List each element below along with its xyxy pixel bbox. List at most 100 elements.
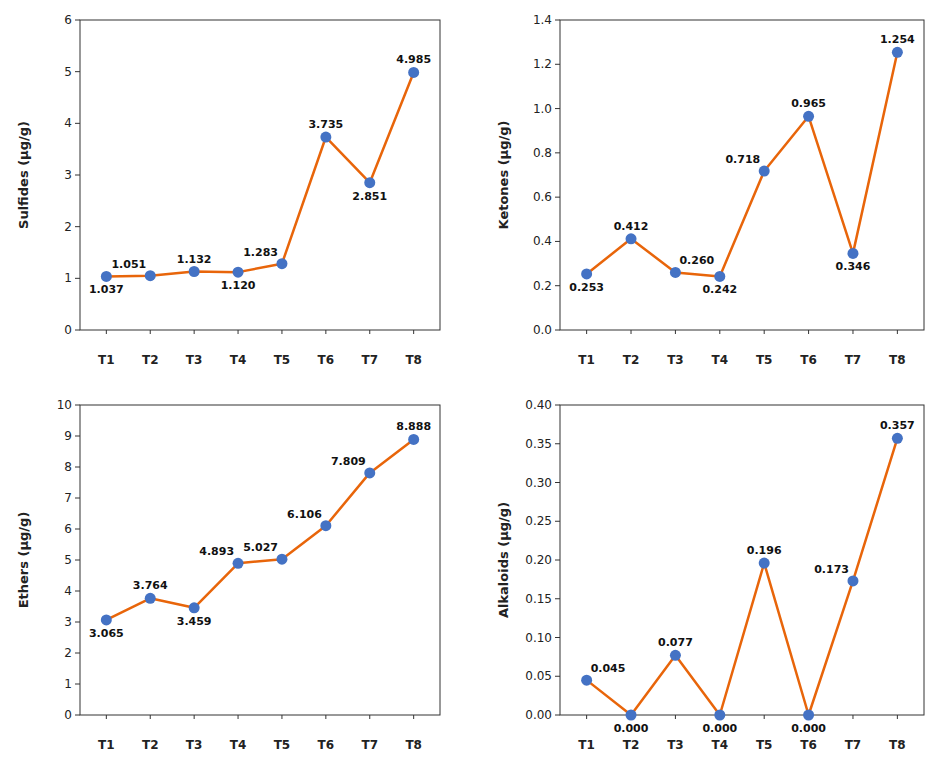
y-tick-label: 1 (64, 677, 72, 691)
line (587, 52, 898, 276)
x-tick (194, 715, 195, 719)
marker (847, 575, 858, 586)
x-tick (586, 330, 587, 334)
x-tick (106, 330, 107, 334)
x-tick (238, 330, 239, 334)
x-tick-label: T5 (756, 353, 773, 367)
x-tick-label: T7 (845, 353, 862, 367)
x-tick (150, 715, 151, 719)
x-tick (897, 330, 898, 334)
x-tick (413, 330, 414, 334)
marker (803, 111, 814, 122)
y-tick (555, 598, 560, 599)
marker (759, 166, 770, 177)
y-tick (555, 330, 560, 331)
y-tick-label: 0 (64, 323, 72, 337)
y-tick (75, 622, 80, 623)
data-label: 1.051 (111, 258, 146, 271)
y-tick (75, 436, 80, 437)
y-tick (75, 71, 80, 72)
marker (803, 710, 814, 721)
marker (233, 558, 244, 569)
x-tick (631, 330, 632, 334)
x-tick-label: T3 (186, 738, 203, 752)
data-label: 0.242 (702, 283, 737, 296)
data-label: 3.065 (89, 627, 124, 640)
panel: 012345678910T1T2T3T4T5T6T7T8Ethers (μg/g… (16, 398, 440, 752)
data-label: 1.132 (177, 253, 212, 266)
x-tick (675, 330, 676, 334)
y-tick (555, 443, 560, 444)
x-tick-label: T3 (667, 738, 684, 752)
marker (670, 267, 681, 278)
x-tick-label: T1 (578, 738, 595, 752)
marker (276, 258, 287, 269)
y-tick (75, 175, 80, 176)
x-tick (675, 715, 676, 719)
y-tick-label: 0.8 (533, 146, 552, 160)
data-label: 0.357 (880, 419, 915, 432)
marker (670, 650, 681, 661)
marker (189, 266, 200, 277)
panel: 0.00.20.40.60.81.01.21.4T1T2T3T4T5T6T7T8… (496, 13, 924, 367)
data-label: 0.000 (702, 722, 737, 735)
y-tick (555, 676, 560, 677)
y-tick (75, 560, 80, 561)
x-tick-label: T2 (142, 353, 159, 367)
marker (892, 47, 903, 58)
y-tick (555, 715, 560, 716)
y-tick (75, 405, 80, 406)
y-tick (75, 278, 80, 279)
y-tick-label: 0.30 (525, 476, 552, 490)
y-tick-label: 0.10 (525, 631, 552, 645)
marker (581, 675, 592, 686)
data-labels: 0.2530.4120.2600.2420.7180.9650.3461.254 (569, 33, 915, 296)
data-label: 0.346 (836, 260, 871, 273)
data-label: 0.000 (614, 722, 649, 735)
x-tick (719, 330, 720, 334)
data-label: 0.718 (725, 153, 760, 166)
x-tick-label: T8 (405, 738, 422, 752)
y-tick-label: 3 (64, 168, 72, 182)
y-tick-label: 0.20 (525, 553, 552, 567)
data-label: 0.965 (791, 97, 826, 110)
data-label: 5.027 (243, 541, 278, 554)
marker (626, 710, 637, 721)
y-tick-label: 6 (64, 13, 72, 27)
marker (759, 558, 770, 569)
x-tick-label: T2 (623, 738, 640, 752)
data-label: 7.809 (331, 455, 366, 468)
x-tick-label: T6 (318, 738, 335, 752)
x-tick (764, 715, 765, 719)
data-label: 1.120 (221, 279, 256, 292)
data-label: 3.764 (133, 579, 168, 592)
marks (101, 67, 419, 282)
plot-frame (80, 20, 440, 330)
y-tick (555, 241, 560, 242)
marker (276, 554, 287, 565)
y-tick-label: 8 (64, 460, 72, 474)
y-tick (75, 715, 80, 716)
y-tick-label: 0.15 (525, 592, 552, 606)
y-tick-label: 10 (57, 398, 72, 412)
y-axis-label: Sulfides (μg/g) (16, 121, 31, 229)
data-label: 0.000 (791, 722, 826, 735)
marks (581, 433, 903, 721)
x-tick-label: T2 (142, 738, 159, 752)
y-tick (75, 226, 80, 227)
data-label: 0.253 (569, 281, 604, 294)
y-tick-label: 6 (64, 522, 72, 536)
y-tick-label: 0.00 (525, 708, 552, 722)
marker (101, 271, 112, 282)
y-tick-label: 0 (64, 708, 72, 722)
y-tick (75, 653, 80, 654)
x-tick-label: T6 (318, 353, 335, 367)
data-label: 1.254 (880, 33, 915, 46)
marker (320, 520, 331, 531)
y-tick-label: 2 (64, 646, 72, 660)
x-tick (852, 330, 853, 334)
line (587, 438, 898, 715)
data-labels: 3.0653.7643.4594.8935.0276.1067.8098.888 (89, 420, 431, 640)
data-labels: 0.0450.0000.0770.0000.1960.0000.1730.357 (591, 419, 915, 735)
marker (714, 271, 725, 282)
